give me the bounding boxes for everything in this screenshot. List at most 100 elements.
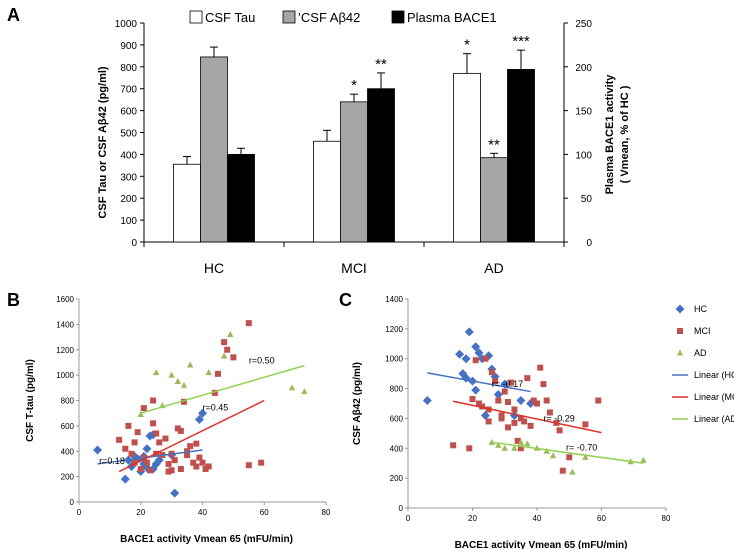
y-axis-title: CSF T-tau (pg/ml) (25, 359, 36, 442)
y-axis-title: CSF Tau or CSF Aβ42 (pg/ml) (97, 66, 109, 219)
data-point-mci (150, 397, 157, 404)
data-point-mci (168, 467, 175, 474)
data-point-mci (488, 369, 495, 376)
data-point-ad (180, 381, 188, 388)
data-point-ad (168, 371, 175, 378)
y-tick-label: 1000 (385, 355, 403, 364)
y-tick-label: 400 (390, 444, 404, 453)
data-point-ad (227, 331, 234, 338)
correlation-label: r=0.50 (249, 356, 275, 366)
data-point-ad (640, 456, 647, 463)
legend-marker (677, 328, 683, 334)
data-point-mci (153, 430, 160, 437)
data-point-mci (492, 378, 499, 385)
data-point-mci (530, 397, 537, 404)
y-tick-label: 600 (61, 422, 75, 431)
data-point-mci (546, 409, 553, 416)
data-point-mci (128, 450, 135, 457)
data-point-mci (543, 397, 550, 404)
left-tick-label: 600 (120, 107, 137, 118)
trend-line (427, 372, 531, 393)
data-point-mci (504, 424, 511, 431)
left-tick-label: 900 (120, 41, 137, 52)
right-tick-label: 200 (575, 63, 592, 74)
data-point-mci (122, 445, 129, 452)
data-point-mci (131, 459, 138, 466)
data-point-mci (582, 421, 589, 428)
data-point-mci (540, 381, 547, 388)
right-tick-label: 150 (575, 107, 592, 118)
data-point-ad (488, 438, 496, 445)
data-point-mci (511, 419, 518, 426)
data-point-mci (504, 399, 511, 406)
data-point-hc (471, 342, 481, 352)
data-point-hc (194, 415, 204, 425)
data-point-ad (517, 438, 525, 445)
data-point-hc (455, 349, 465, 359)
data-point-hc (474, 348, 484, 358)
data-point-ad (569, 468, 576, 475)
x-tick-label: 60 (260, 508, 269, 517)
left-tick-label: 800 (120, 63, 137, 74)
data-point-mci (162, 435, 169, 442)
data-point-mci (184, 452, 191, 459)
data-point-hc (120, 474, 130, 484)
data-point-mci (556, 427, 563, 434)
data-point-ad (582, 453, 589, 460)
y-tick-label: 0 (399, 504, 404, 513)
trend-line (452, 400, 602, 434)
y-tick-label: 1200 (385, 325, 403, 334)
left-tick-label: 400 (120, 150, 137, 161)
data-point-ad (220, 352, 228, 359)
left-tick-label: 300 (120, 172, 137, 183)
y2-axis-title-line1: Plasma BACE1 activity (604, 74, 616, 195)
data-point-mci (205, 463, 212, 470)
data-point-mci (180, 398, 187, 405)
x-axis-title: BACE1 activity Vmean 65 (mFU/min) (455, 540, 628, 549)
category-label: HC (204, 260, 224, 276)
data-point-mci (230, 354, 237, 361)
data-point-ad (511, 444, 518, 451)
right-tick-label: 50 (581, 194, 593, 205)
correlation-label: r= -0.70 (566, 443, 597, 453)
data-point-mci (472, 357, 479, 364)
data-point-mci (140, 405, 147, 412)
legend-label: Linear (HC) (694, 370, 734, 380)
data-point-mci (221, 339, 228, 346)
data-point-mci (595, 397, 602, 404)
data-point-ad (174, 377, 181, 384)
y-tick-label: 800 (61, 397, 75, 406)
right-tick-label: 250 (575, 19, 592, 30)
data-point-hc (493, 390, 503, 400)
right-tick-label: 0 (586, 238, 592, 249)
data-point-mci (196, 454, 203, 461)
left-tick-label: 500 (120, 129, 137, 140)
data-point-hc (198, 408, 207, 418)
data-point-ad (205, 369, 212, 376)
x-tick-label: 0 (77, 508, 82, 517)
data-point-mci (498, 412, 505, 419)
bar (507, 69, 535, 243)
y-tick-label: 1400 (385, 295, 403, 304)
data-point-mci (450, 442, 457, 449)
data-point-mci (559, 467, 566, 474)
legend-label: Plasma BACE1 (407, 10, 497, 25)
data-point-mci (193, 463, 200, 470)
y-tick-label: 1000 (56, 371, 74, 380)
trend-line (491, 441, 644, 464)
x-tick-label: 20 (136, 508, 145, 517)
y2-axis-title-line2: ( Vmean, % of HC ) (619, 85, 631, 183)
data-point-mci (165, 460, 172, 467)
x-tick-label: 40 (533, 514, 542, 523)
data-point-mci (174, 425, 181, 432)
x-tick-label: 40 (198, 508, 207, 517)
data-point-mci (508, 379, 515, 386)
data-point-ad (495, 441, 502, 448)
data-point-mci (527, 422, 534, 429)
left-tick-label: 700 (120, 85, 137, 96)
data-point-mci (116, 436, 123, 443)
data-point-mci (125, 422, 132, 429)
data-point-mci (566, 454, 573, 461)
bar (313, 140, 341, 243)
data-point-mci (517, 445, 524, 452)
